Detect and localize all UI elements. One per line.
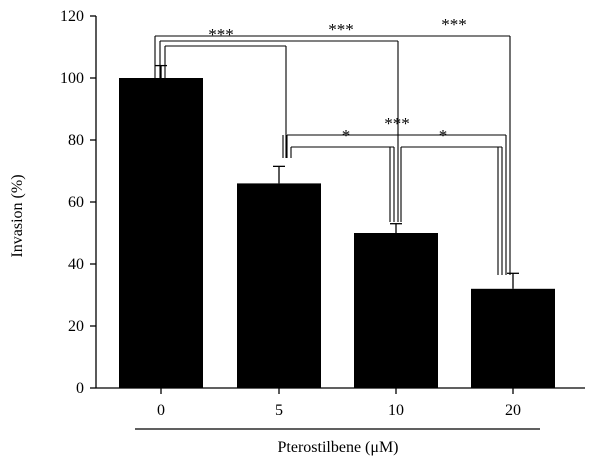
y-tick-label: 80 — [68, 132, 84, 149]
x-tick-label: 5 — [275, 402, 283, 419]
y-tick-label: 40 — [68, 256, 84, 273]
x-tick-label: 20 — [505, 402, 521, 419]
axis-labels: Invasion (%) Pterostilbene (μM) — [9, 174, 399, 456]
significance-label: * — [342, 126, 351, 145]
significance-label: *** — [384, 114, 410, 133]
bar — [237, 183, 321, 388]
x-axis-label: Pterostilbene (μM) — [278, 439, 399, 456]
bars — [119, 78, 555, 388]
significance-label: *** — [328, 20, 354, 39]
y-axis-label: Invasion (%) — [9, 174, 26, 257]
x-tick-label: 0 — [157, 402, 165, 419]
significance-label: * — [439, 126, 448, 145]
significance-label: *** — [441, 15, 467, 34]
y-tick-label: 20 — [68, 318, 84, 335]
y-tick-label: 100 — [60, 70, 84, 87]
significance-label: *** — [208, 25, 234, 44]
bar — [354, 233, 438, 388]
x-tick-label: 10 — [388, 402, 404, 419]
y-tick-label: 0 — [76, 380, 84, 397]
bar — [119, 78, 203, 388]
y-tick-label: 60 — [68, 194, 84, 211]
axes: 0 20 40 60 80 100 120 0 5 10 20 — [60, 8, 585, 430]
bar — [471, 288, 555, 388]
significance-brackets: ************* * — [154, 15, 511, 275]
error-bars — [155, 64, 519, 289]
y-tick-label: 120 — [60, 8, 84, 25]
